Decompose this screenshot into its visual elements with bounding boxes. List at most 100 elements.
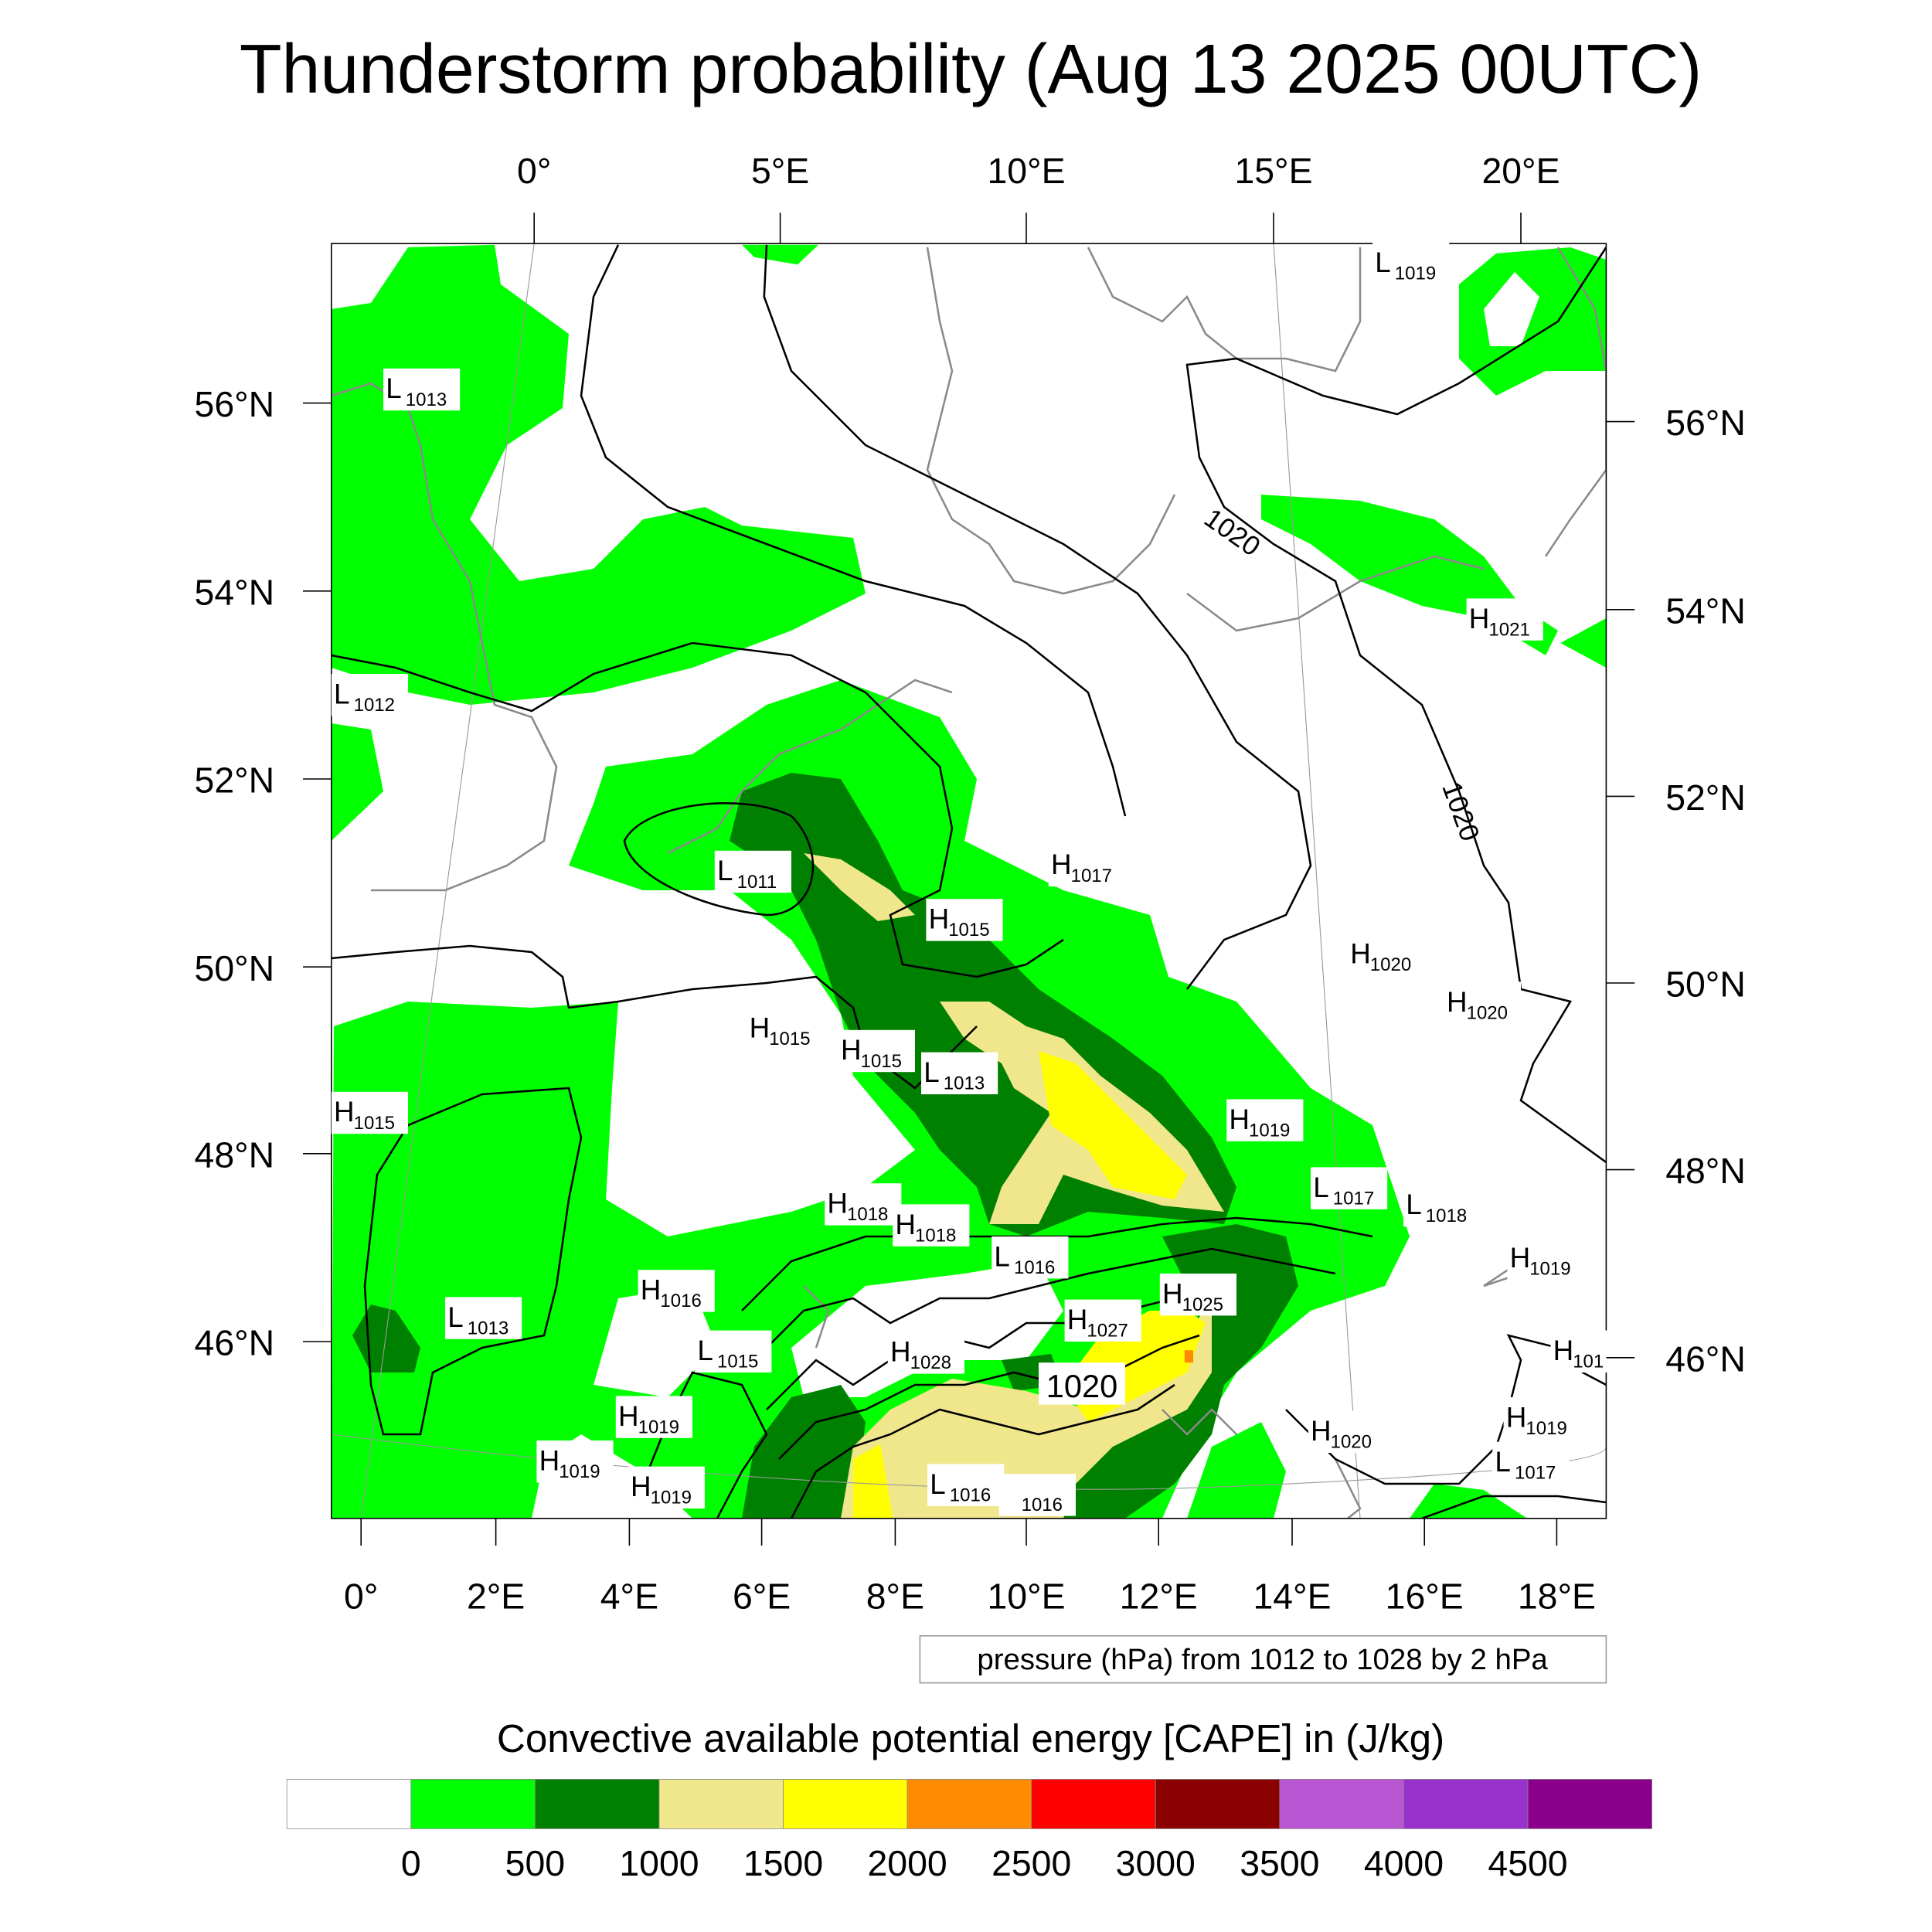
pressure-center-label: 1016 <box>998 1474 1076 1516</box>
pressure-center-label: H 1020 <box>1308 1410 1385 1453</box>
lat-label: 46°N <box>1665 1338 1746 1379</box>
pressure-center-label: H 1017 <box>1048 844 1125 887</box>
pressure-center-type: H <box>890 1336 911 1368</box>
pressure-center-type: H <box>334 1096 355 1128</box>
pressure-center-type: H <box>1553 1335 1574 1366</box>
pressure-center-label: L 1016 <box>992 1236 1069 1279</box>
pressure-center-label: H 1021 <box>1466 598 1543 641</box>
lon-label: 0° <box>344 1577 378 1617</box>
lon-label: 0° <box>517 151 551 191</box>
pressure-center-label: L 1012 <box>331 674 408 716</box>
pressure-center-value: 1019 <box>638 1417 679 1437</box>
pressure-center-type: H <box>929 903 950 935</box>
pressure-center-label: L 1017 <box>1311 1167 1388 1209</box>
pressure-center-value: 1027 <box>1087 1321 1128 1342</box>
pressure-center-label: L 1011 <box>714 850 791 893</box>
pressure-center-label: H 1019 <box>628 1466 705 1509</box>
lat-label: 50°N <box>1665 964 1746 1005</box>
pressure-center-label: H 1027 <box>1064 1299 1141 1342</box>
pressure-center-type: L <box>1495 1446 1510 1478</box>
pressure-center-value: 1020 <box>1370 954 1411 975</box>
lon-label: 15°E <box>1234 151 1312 191</box>
pressure-center-label: H 1019 <box>1507 1237 1584 1280</box>
pressure-center-value: 101 <box>1573 1352 1604 1372</box>
pressure-center-type: H <box>1162 1277 1183 1309</box>
pressure-center-value: 1016 <box>1022 1495 1063 1515</box>
pressure-center-value: 1015 <box>717 1352 758 1372</box>
colorbar-label: 1500 <box>743 1843 823 1883</box>
pressure-center-type: L <box>447 1301 463 1333</box>
pressure-center-value: 1018 <box>915 1225 956 1246</box>
lat-label: 50°N <box>195 948 275 988</box>
colorbar-label: 3500 <box>1240 1843 1319 1883</box>
lon-label: 12°E <box>1120 1577 1198 1617</box>
pressure-center-label: H 1019 <box>536 1440 614 1483</box>
pressure-center-type: H <box>1447 986 1468 1018</box>
left-latitude-labels: 56°N 54°N 52°N 50°N 48°N 46°N <box>195 384 275 1362</box>
pressure-center-label: H 1020 <box>1348 934 1425 976</box>
pressure-center-value: 1015 <box>861 1051 902 1072</box>
lon-label: 10°E <box>987 151 1065 191</box>
cape-2000-2500-area <box>1184 1350 1193 1363</box>
lat-label: 52°N <box>195 760 275 801</box>
pressure-center-type: H <box>1510 1242 1531 1274</box>
pressure-center-type: H <box>1469 603 1490 634</box>
pressure-center-type: H <box>641 1274 662 1306</box>
colorbar-swatch <box>1403 1779 1529 1829</box>
pressure-center-label: H 1015 <box>331 1091 408 1134</box>
colorbar-label: 0 <box>401 1843 421 1883</box>
pressure-center-value: 1017 <box>1071 866 1112 886</box>
pressure-center-label: L 1013 <box>445 1297 522 1339</box>
pressure-center-value: 1013 <box>468 1318 509 1338</box>
lon-label: 20°E <box>1481 151 1560 191</box>
colorbar-swatch <box>286 1779 412 1829</box>
bottom-longitude-labels: 0° 2°E 4°E 6°E 8°E 10°E 12°E 14°E 16°E 1… <box>344 1577 1596 1617</box>
pressure-center-label: H 1025 <box>1159 1274 1236 1316</box>
lon-label: 5°E <box>751 151 809 191</box>
colorbar-swatch <box>1279 1779 1404 1829</box>
pressure-center-value: 1020 <box>1331 1432 1372 1453</box>
colorbar-swatch <box>783 1779 908 1829</box>
pressure-center-value: 1016 <box>950 1485 991 1505</box>
pressure-info-text: pressure (hPa) from 1012 to 1028 by 2 hP… <box>977 1643 1548 1676</box>
pressure-center-value: 1018 <box>1426 1206 1467 1226</box>
pressure-center-label: L 1016 <box>927 1464 1005 1506</box>
pressure-center-value: 1011 <box>737 872 777 893</box>
pressure-center-label: H 1020 <box>1444 981 1521 1024</box>
colorbar-labels: 0 500 1000 1500 2000 2500 3000 3500 4000 4500 <box>401 1843 1568 1883</box>
colorbar-label: 3000 <box>1116 1843 1196 1883</box>
pressure-center-value: 1015 <box>948 920 989 940</box>
pressure-center-value: 1019 <box>1395 264 1436 284</box>
lon-label: 2°E <box>467 1577 525 1617</box>
pressure-center-value: 1012 <box>354 695 395 716</box>
colorbar-swatch <box>1155 1779 1281 1829</box>
lon-label: 16°E <box>1386 1577 1464 1617</box>
isobars <box>331 244 1607 1519</box>
coastlines <box>331 247 1607 1519</box>
pressure-center-type: L <box>923 1056 939 1088</box>
pressure-center-label: H 1015 <box>838 1029 915 1073</box>
pressure-center-type: L <box>994 1240 1009 1272</box>
lat-label: 56°N <box>1665 403 1746 443</box>
lat-label: 56°N <box>195 384 275 424</box>
pressure-center-type: H <box>631 1471 651 1502</box>
pressure-center-type: H <box>841 1034 862 1066</box>
pressure-center-value: 1028 <box>910 1352 951 1373</box>
colorbar-swatch <box>906 1779 1032 1829</box>
pressure-center-label: H 1019 <box>1503 1397 1580 1440</box>
pressure-center-type: H <box>1350 937 1371 969</box>
colorbar-label: 4500 <box>1488 1843 1567 1883</box>
lon-label: 18°E <box>1518 1577 1596 1617</box>
pressure-center-label: H 1018 <box>825 1183 902 1226</box>
lat-label: 48°N <box>195 1134 275 1175</box>
pressure-center-value: 1020 <box>1467 1002 1508 1023</box>
pressure-center-label: L 1013 <box>383 368 461 411</box>
svg-text:1020: 1020 <box>1046 1368 1118 1404</box>
figure-title: Thunderstorm probability (Aug 13 2025 00… <box>240 30 1702 107</box>
pressure-center-value: 1021 <box>1488 619 1529 640</box>
pressure-center-type: L <box>1375 247 1390 278</box>
colorbar-label: 1000 <box>619 1843 699 1883</box>
lon-label: 14°E <box>1253 1577 1331 1617</box>
pressure-center-label: H 1018 <box>893 1204 970 1247</box>
